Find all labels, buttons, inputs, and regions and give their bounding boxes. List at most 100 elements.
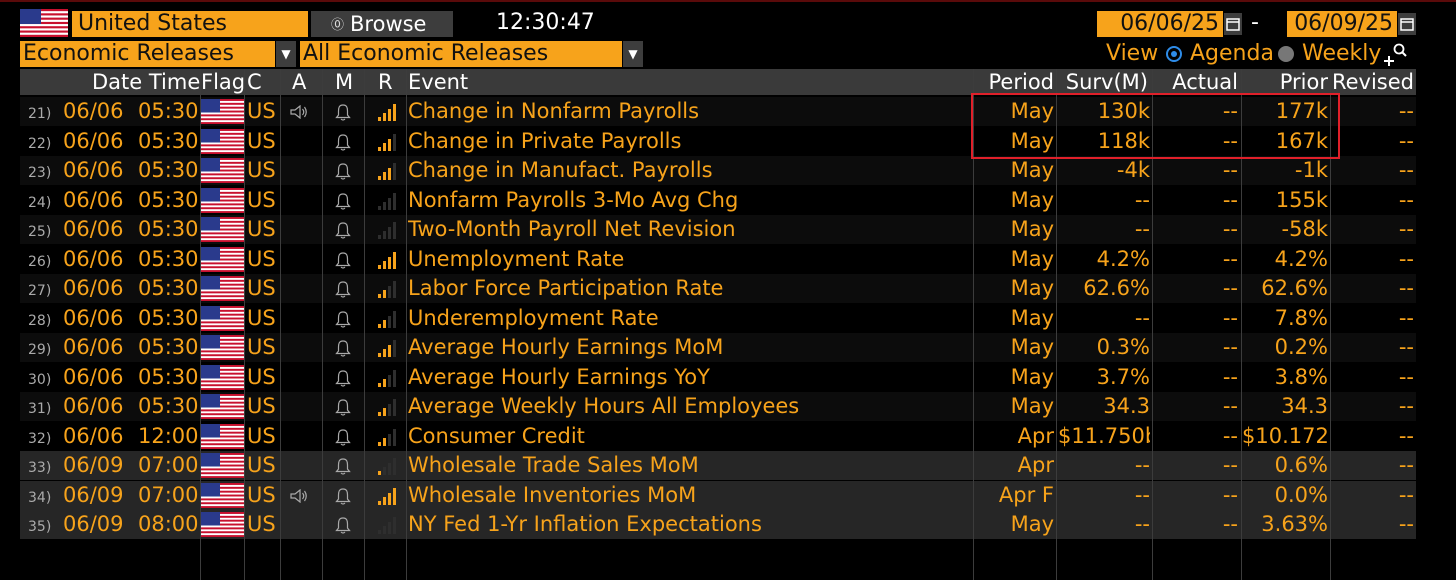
release-time: 05:30 xyxy=(138,158,199,182)
table-row[interactable]: 30) 06/06 05:30 US Average Hourly Earnings Y… xyxy=(20,362,1416,392)
revised-value: -- xyxy=(1398,512,1414,536)
column-divider xyxy=(973,69,974,580)
col-prior[interactable]: Prior xyxy=(1279,70,1328,94)
period-value: May xyxy=(1010,246,1054,271)
table-row[interactable]: 28) 06/06 05:30 US Underemployment Rate May --… xyxy=(20,303,1416,333)
browse-icon: ⓪ xyxy=(331,18,345,33)
table-row[interactable]: 29) 06/06 05:30 US Average Hourly Earnings M… xyxy=(20,333,1416,362)
bell-icon[interactable] xyxy=(335,310,351,328)
bell-icon[interactable] xyxy=(335,428,351,446)
table-row[interactable]: 33) 06/09 07:00 US Wholesale Trade Sales MoM… xyxy=(20,451,1416,480)
table-row[interactable]: 25) 06/06 05:30 US Two-Month Payroll Net Rev… xyxy=(20,215,1416,244)
release-time: 05:30 xyxy=(138,99,199,123)
table-row[interactable]: 21) 06/06 05:30 US Change in Nonfarm Payroll… xyxy=(20,97,1416,126)
col-relevance[interactable]: R xyxy=(378,70,393,94)
event-name[interactable]: Wholesale Trade Sales MoM xyxy=(408,453,699,477)
country-code: US xyxy=(247,187,276,212)
category-dropdown[interactable]: Economic Releases xyxy=(20,41,275,67)
table-row[interactable]: 26) 06/06 05:30 US Unemployment Rate May 4.2% -… xyxy=(20,244,1416,274)
country-code: US xyxy=(247,423,276,448)
bell-icon[interactable] xyxy=(335,133,351,151)
event-name[interactable]: Average Hourly Earnings YoY xyxy=(408,364,710,389)
prior-value: 0.6% xyxy=(1274,453,1328,477)
bell-icon[interactable] xyxy=(335,280,351,298)
signal-bars-icon xyxy=(378,487,396,505)
col-period[interactable]: Period xyxy=(988,70,1054,94)
release-time: 05:30 xyxy=(138,187,199,212)
start-date-input[interactable]: 06/06/25 xyxy=(1097,11,1223,37)
calendar-icon[interactable] xyxy=(1398,13,1416,35)
filter-dropdown[interactable]: All Economic Releases xyxy=(300,41,622,67)
bell-icon[interactable] xyxy=(335,339,351,357)
col-alert-a[interactable]: A xyxy=(292,70,307,94)
chevron-down-icon[interactable]: ▼ xyxy=(623,41,643,67)
row-number: 27) xyxy=(28,283,52,299)
table-row[interactable]: 32) 06/06 12:00 US Consumer Credit Apr $11.750… xyxy=(20,421,1416,451)
revised-value: -- xyxy=(1398,217,1414,241)
actual-value: -- xyxy=(1222,187,1238,212)
country-input[interactable]: United States xyxy=(72,11,308,37)
event-name[interactable]: Consumer Credit xyxy=(408,423,585,448)
signal-bars-icon xyxy=(378,428,396,446)
row-number: 29) xyxy=(28,342,52,358)
bell-icon[interactable] xyxy=(335,221,351,239)
event-name[interactable]: Two-Month Payroll Net Revision xyxy=(408,217,736,241)
col-alert-m[interactable]: M xyxy=(335,70,354,94)
event-name[interactable]: Unemployment Rate xyxy=(408,246,625,271)
us-flag-icon xyxy=(201,276,245,301)
col-flag[interactable]: Flag xyxy=(201,70,246,94)
column-divider xyxy=(280,69,281,580)
table-row[interactable]: 22) 06/06 05:30 US Change in Private Payroll… xyxy=(20,126,1416,156)
release-date: 06/06 xyxy=(63,128,124,153)
bell-icon[interactable] xyxy=(335,192,351,210)
event-name[interactable]: Underemployment Rate xyxy=(408,305,659,330)
bell-icon[interactable] xyxy=(335,516,351,534)
prior-value: -58k xyxy=(1281,217,1328,241)
us-flag-icon xyxy=(20,9,68,37)
speaker-icon[interactable] xyxy=(290,105,308,119)
event-name[interactable]: Average Hourly Earnings MoM xyxy=(408,335,724,359)
event-name[interactable]: Change in Private Payrolls xyxy=(408,128,682,153)
event-name[interactable]: Change in Nonfarm Payrolls xyxy=(408,99,700,123)
bell-icon[interactable] xyxy=(335,251,351,269)
event-name[interactable]: Wholesale Inventories MoM xyxy=(408,482,697,507)
event-name[interactable]: NY Fed 1-Yr Inflation Expectations xyxy=(408,512,762,536)
view-weekly-radio[interactable] xyxy=(1278,46,1294,62)
country-code: US xyxy=(247,453,276,477)
column-divider xyxy=(322,69,323,580)
speaker-icon[interactable] xyxy=(290,488,308,503)
revised-value: -- xyxy=(1398,158,1414,182)
bell-icon[interactable] xyxy=(335,162,351,180)
release-date: 06/09 xyxy=(63,512,124,536)
table-row[interactable]: 35) 06/09 08:00 US NY Fed 1-Yr Inflation Exp… xyxy=(20,510,1416,539)
bell-icon[interactable] xyxy=(335,487,351,505)
col-date-time[interactable]: Date Time xyxy=(92,70,201,94)
bell-icon[interactable] xyxy=(335,398,351,416)
calendar-icon[interactable] xyxy=(1224,13,1242,35)
bell-icon[interactable] xyxy=(335,369,351,387)
zoom-plus-icon[interactable] xyxy=(1382,42,1408,68)
view-weekly-label[interactable]: Weekly xyxy=(1302,41,1382,66)
view-agenda-label[interactable]: Agenda xyxy=(1190,41,1274,66)
bell-icon[interactable] xyxy=(335,457,351,475)
end-date-input[interactable]: 06/09/25 xyxy=(1287,11,1397,37)
col-actual[interactable]: Actual xyxy=(1172,70,1238,94)
col-survey[interactable]: Surv(M) xyxy=(1065,70,1148,94)
table-row[interactable]: 27) 06/06 05:30 US Labor Force Participation… xyxy=(20,274,1416,303)
col-event[interactable]: Event xyxy=(408,70,469,94)
prior-value: 3.63% xyxy=(1261,512,1328,536)
table-row[interactable]: 31) 06/06 05:30 US Average Weekly Hours All … xyxy=(20,392,1416,421)
col-country[interactable]: C xyxy=(247,70,262,94)
bell-icon[interactable] xyxy=(335,103,351,121)
table-row[interactable]: 23) 06/06 05:30 US Change in Manufact. Payro… xyxy=(20,156,1416,185)
event-name[interactable]: Average Weekly Hours All Employees xyxy=(408,394,800,418)
col-revised[interactable]: Revised xyxy=(1331,70,1414,94)
browse-button[interactable]: ⓪ Browse xyxy=(311,11,453,37)
chevron-down-icon[interactable]: ▼ xyxy=(276,41,296,67)
view-agenda-radio[interactable] xyxy=(1166,46,1182,62)
event-name[interactable]: Nonfarm Payrolls 3-Mo Avg Chg xyxy=(408,187,739,212)
table-row[interactable]: 34) 06/09 07:00 US Wholesale Inventories MoM… xyxy=(20,480,1416,510)
event-name[interactable]: Change in Manufact. Payrolls xyxy=(408,158,713,182)
event-name[interactable]: Labor Force Participation Rate xyxy=(408,276,724,300)
table-row[interactable]: 24) 06/06 05:30 US Nonfarm Payrolls 3-Mo Avg… xyxy=(20,185,1416,215)
